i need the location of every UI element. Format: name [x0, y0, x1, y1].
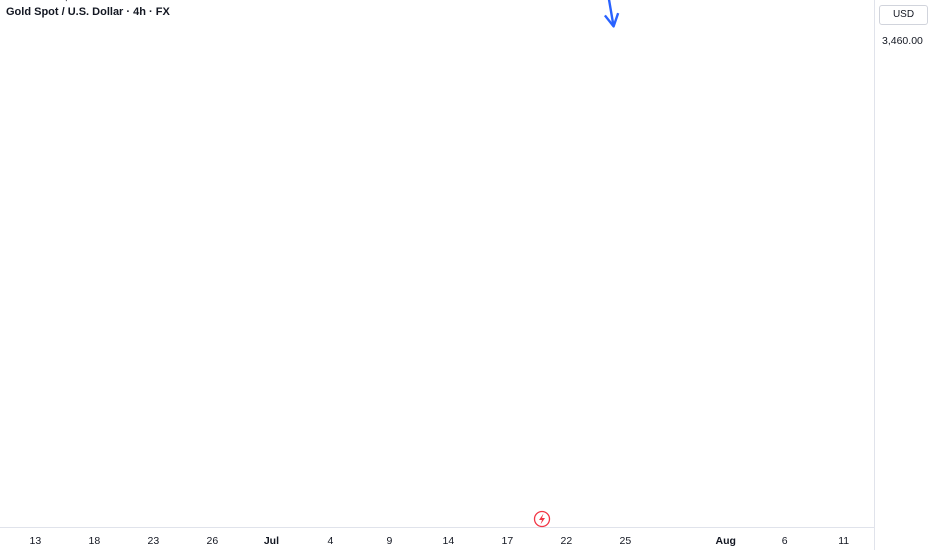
time-tick-label: 6 — [782, 535, 788, 547]
price-axis: 3,260.003,280.003,300.003,320.003,340.00… — [882, 0, 923, 47]
price-tick-label: 3,440.00 — [882, 0, 923, 2]
time-tick-label: 17 — [502, 535, 514, 547]
time-tick-label: 13 — [30, 535, 42, 547]
projection-path — [607, 0, 615, 27]
time-tick-label: Jul — [264, 535, 279, 547]
candles — [65, 0, 67, 2]
currency-selector[interactable]: USD — [879, 5, 928, 25]
time-axis: 13 18 23 26 Jul 4 9 14 17 22 25 Aug 6 11 — [30, 535, 850, 547]
price-tick-label: 3,460.00 — [882, 35, 923, 47]
time-tick-label: 25 — [620, 535, 632, 547]
time-tick-label: 22 — [561, 535, 573, 547]
grid — [0, 0, 875, 550]
time-tick-label: 11 — [838, 535, 849, 547]
symbol-title: Gold Spot / U.S. Dollar · 4h · FX — [6, 6, 170, 18]
projection-arrowhead — [603, 12, 620, 28]
projection — [603, 0, 620, 28]
time-tick-label: 23 — [148, 535, 160, 547]
time-tick-label: 9 — [386, 535, 392, 547]
time-tick-label: 4 — [327, 535, 333, 547]
lightning-icon — [533, 510, 551, 528]
time-tick-label: Aug — [715, 535, 735, 547]
lightning-icon-bolt — [539, 513, 545, 525]
time-tick-label: 18 — [89, 535, 101, 547]
time-tick-label: 14 — [443, 535, 455, 547]
time-tick-label: 26 — [207, 535, 219, 547]
